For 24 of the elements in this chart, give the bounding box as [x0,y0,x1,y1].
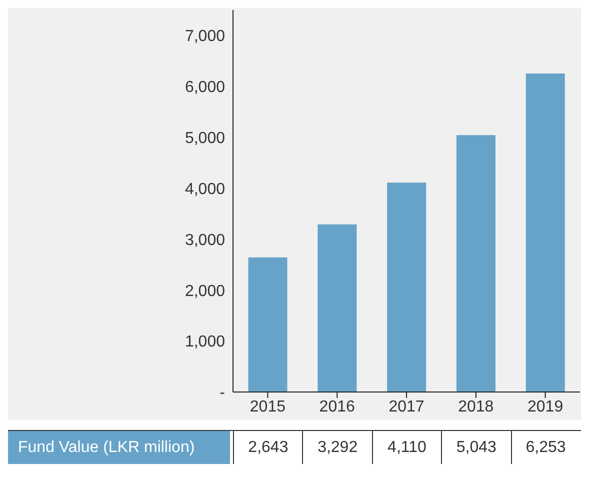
data-label: 6,253 [510,431,580,464]
x-tick-label: 2019 [528,398,564,416]
bar [248,257,288,392]
y-tick-label: 5,000 [184,130,226,148]
y-tick-label: 3,000 [184,232,226,249]
data-label: 5,043 [441,431,511,464]
y-tick-label: 7,000 [184,28,226,46]
data-label: 3,292 [302,431,372,464]
x-tick-label: 2015 [250,398,286,416]
text: Fund Value (LKR million) [8,431,230,464]
bar [318,224,357,392]
data-label: 4,110 [372,431,442,464]
y-tick-label: 1,000 [184,334,226,351]
y-tick-label: 6,000 [184,79,226,96]
x-tick-label: 2017 [388,398,424,416]
bar [387,182,426,392]
data-label: 2,643 [233,431,302,464]
y-tick-label: 4,000 [184,180,226,198]
bar [456,135,496,392]
bar [526,74,565,392]
y-tick-label: - [220,384,225,402]
x-tick-label: 2018 [458,398,494,416]
x-tick-label: 2016 [319,398,355,416]
y-tick-label: 2,000 [184,282,226,300]
